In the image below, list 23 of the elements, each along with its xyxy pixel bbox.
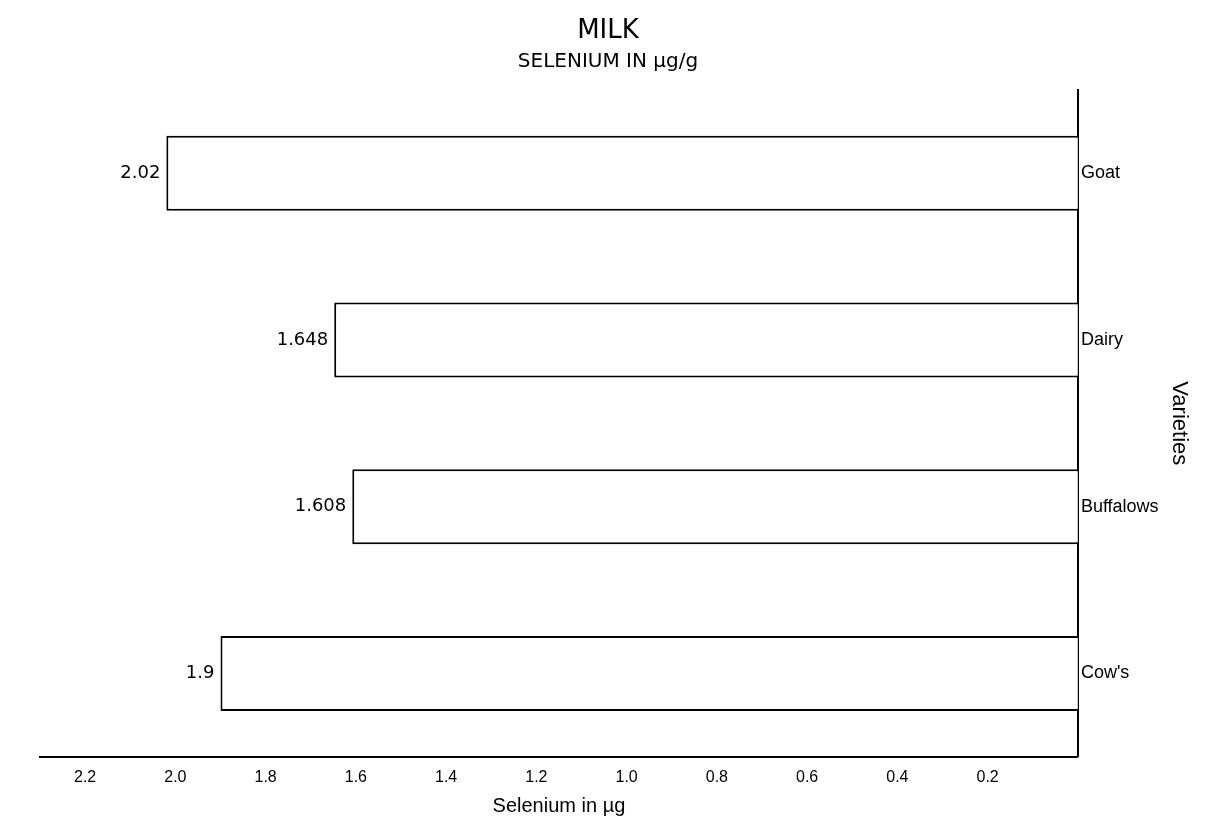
x-tick-label: 2.2	[74, 767, 97, 785]
x-tick-label: 1.4	[435, 767, 458, 785]
y-tick-label: Buffalows	[1080, 495, 1159, 516]
x-tick-label: 1.8	[254, 767, 277, 785]
x-axis-title: Selenium in µg	[492, 793, 626, 816]
y-tick-label: Dairy	[1080, 328, 1123, 349]
x-tick-label: 1.0	[615, 767, 638, 785]
x-tick-label: 1.6	[344, 767, 368, 785]
x-tick-label: 0.8	[705, 767, 729, 785]
data-label: 2.02	[120, 160, 161, 182]
data-label: 1.608	[294, 494, 347, 516]
chart-title: MILK	[576, 14, 640, 44]
x-tick-label: 1.2	[525, 767, 548, 785]
x-tick-label: 0.6	[796, 767, 819, 785]
chart-subtitle: SELENIUM IN µg/g	[516, 48, 700, 72]
x-tick-label: 0.2	[976, 767, 999, 785]
data-label: 1.648	[276, 327, 329, 349]
y-tick-label: Cow's	[1080, 662, 1130, 683]
y-tick-label: Goat	[1080, 162, 1120, 183]
x-tick-label: 0.4	[886, 767, 909, 785]
x-tick-label: 2.0	[164, 767, 187, 785]
data-label: 1.9	[185, 661, 215, 683]
y-axis-title: Varieties	[1167, 381, 1193, 466]
